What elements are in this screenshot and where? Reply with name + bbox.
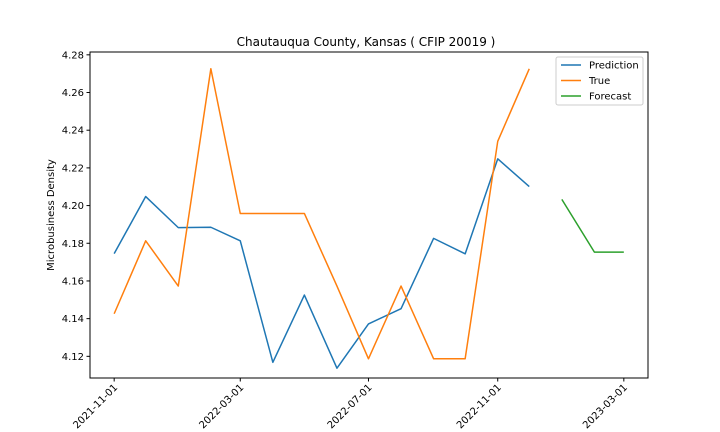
series-line-true (113, 68, 530, 360)
plot-frame (89, 51, 649, 379)
x-tick-label: 2021-11-01 (71, 382, 120, 431)
y-tick-label: 4.24 (62, 126, 84, 137)
series-line-forecast (561, 198, 624, 253)
x-tick-label: 2022-03-01 (198, 382, 247, 431)
legend: Prediction True Forecast (555, 56, 644, 106)
legend-box (555, 56, 644, 106)
y-tick-label: 4.18 (62, 239, 84, 250)
y-tick-label: 4.22 (62, 163, 84, 174)
x-axis: 2021-11-01 2022-03-01 2022-07-01 2022-11-01… (71, 378, 630, 431)
y-tick-label: 4.26 (62, 88, 84, 99)
y-tick-label: 4.14 (62, 314, 84, 325)
x-tick-label: 2022-07-01 (326, 382, 375, 431)
legend-label-prediction: Prediction (589, 61, 639, 72)
legend-label-forecast: Forecast (589, 92, 631, 103)
y-tick-label: 4.20 (62, 201, 84, 212)
y-axis-label: Microbusiness Density (46, 159, 57, 271)
legend-label-true: True (588, 76, 610, 87)
series-line-prediction (113, 158, 530, 369)
plot-lines (113, 68, 624, 369)
chart-title: Chautauqua County, Kansas ( CFIP 20019 ) (237, 35, 496, 49)
y-tick-label: 4.12 (62, 352, 84, 363)
y-axis: 4.12 4.14 4.16 4.18 4.20 4.22 4.24 4.26 4.28 (62, 50, 90, 363)
y-tick-label: 4.28 (62, 50, 84, 61)
x-tick-label: 2022-11-01 (455, 382, 504, 431)
x-tick-label: 2023-03-01 (581, 382, 630, 431)
y-tick-label: 4.16 (62, 276, 84, 287)
